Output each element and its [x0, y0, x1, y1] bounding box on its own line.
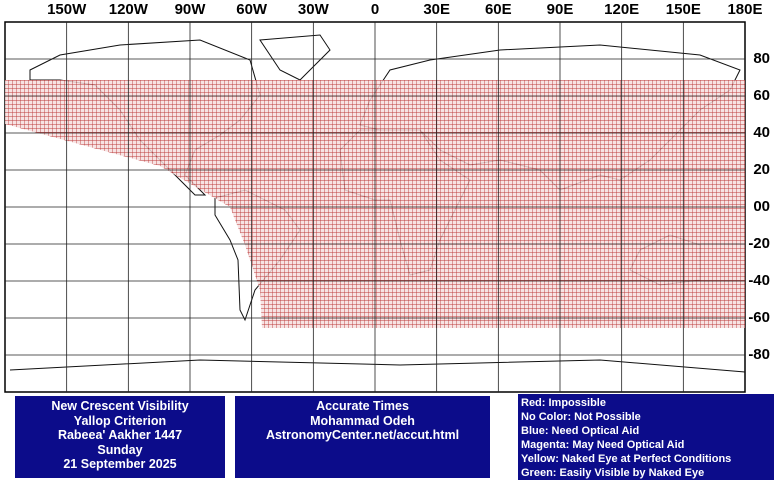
- text-line: 21 September 2025: [63, 457, 177, 471]
- longitude-label: 30W: [298, 1, 330, 18]
- longitude-label: 90E: [547, 1, 574, 18]
- text-line: Blue: Need Optical Aid: [521, 425, 640, 437]
- text-line: No Color: Not Possible: [521, 411, 641, 423]
- text-line: New Crescent Visibility: [51, 399, 189, 413]
- longitude-label: 60W: [236, 1, 268, 18]
- text-line: AstronomyCenter.net/accut.html: [265, 428, 460, 442]
- latitude-label: 60: [753, 87, 770, 104]
- info-box: Accurate Times Mohammad Odeh AstronomyCent…: [235, 396, 490, 478]
- latitude-label: 20: [753, 161, 770, 178]
- longitude-label: 60E: [485, 1, 512, 18]
- greenland: [259, 34, 331, 81]
- longitude-label: 0: [371, 1, 379, 18]
- text-line: Magenta: May Need Optical Aid: [521, 439, 685, 451]
- longitude-label: 90W: [175, 1, 207, 18]
- latitude-label: -60: [748, 309, 770, 326]
- text-line: Mohammad Odeh: [310, 413, 415, 428]
- info-box: New Crescent Visibility Yallop Criterion R…: [15, 396, 225, 478]
- latitude-label: 00: [753, 198, 770, 215]
- map: 150W 120W 90W 60W 30W 0 30E 60E 90E 120E 150E 180E 8…: [4, 1, 770, 393]
- longitude-label: 150W: [47, 1, 87, 18]
- latitude-label: -40: [748, 272, 770, 289]
- longitude-label: 120W: [109, 1, 149, 18]
- longitude-label: 150E: [666, 1, 701, 18]
- latitude-label: 80: [753, 50, 770, 67]
- text-line: Red: Impossible: [521, 397, 606, 409]
- text-line: Green: Easily Visible by Naked Eye: [521, 467, 705, 479]
- longitude-label: 120E: [604, 1, 639, 18]
- longitude-label: 30E: [423, 1, 450, 18]
- latitude-label: -20: [748, 235, 770, 252]
- text-line: Sunday: [97, 442, 143, 457]
- text-line: Yallop Criterion: [73, 413, 167, 428]
- antarctica: [9, 359, 746, 373]
- text-line: Accurate Times: [316, 399, 409, 413]
- text-line: Rabeea' Aakher 1447: [57, 428, 183, 442]
- text-line: Yellow: Naked Eye at Perfect Conditions: [521, 453, 732, 465]
- longitude-label: 180E: [727, 1, 762, 18]
- latitude-label: 40: [753, 124, 770, 141]
- latitude-label: -80: [748, 346, 770, 363]
- legend: Red: Impossible No Color: Not Possible Blu…: [518, 394, 774, 480]
- graticule: [5, 22, 745, 392]
